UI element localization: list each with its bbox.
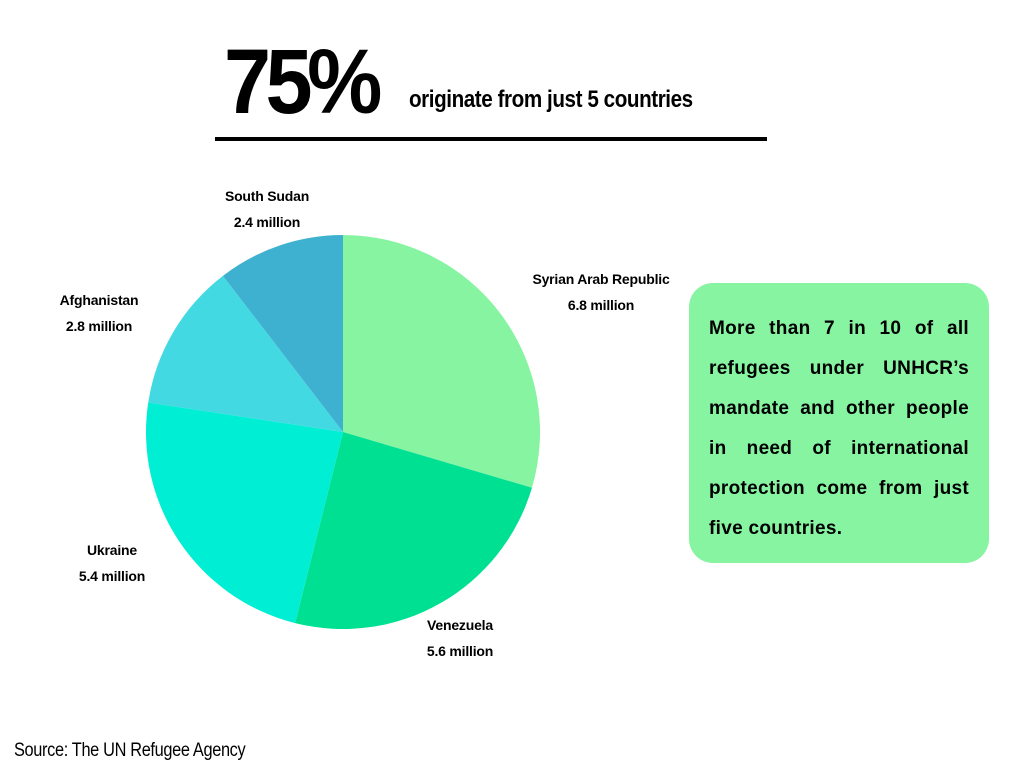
- pie-slice-venezuela: [295, 432, 532, 629]
- headline-text: originate from just 5 countries: [409, 86, 693, 113]
- pie-label-ukraine: Ukraine 5.4 million: [79, 537, 145, 589]
- pie-label-south-sudan-value: 2.4 million: [233, 214, 301, 230]
- pie-slice-ukraine: [146, 402, 343, 624]
- pie-slice-syria: [343, 235, 540, 488]
- pie-label-afghanistan: Afghanistan 2.8 million: [60, 287, 139, 339]
- pie-label-ukraine-value: 5.4 million: [78, 568, 146, 584]
- pie-label-afghanistan-value: 2.8 million: [65, 318, 133, 334]
- pie-label-syria-value: 6.8 million: [567, 297, 635, 313]
- pie-label-venezuela-value: 5.6 million: [426, 643, 494, 659]
- pie-label-venezuela: Venezuela 5.6 million: [427, 612, 493, 664]
- headline-percent: 75%: [224, 31, 382, 133]
- headline-divider: [215, 137, 767, 141]
- pie-label-syria-name: Syrian Arab Republic: [532, 271, 670, 287]
- source-note: Source: The UN Refugee Agency: [14, 740, 246, 761]
- pie-label-south-sudan-name: South Sudan: [224, 188, 310, 204]
- pie-label-afghanistan-name: Afghanistan: [59, 292, 139, 308]
- pie-label-south-sudan: South Sudan 2.4 million: [225, 183, 309, 235]
- pie-slice-afghanistan: [148, 275, 343, 432]
- pie-chart: [146, 235, 540, 629]
- callout-box: More than 7 in 10 of all refugees under …: [689, 283, 989, 563]
- callout-text: More than 7 in 10 of all refugees under …: [709, 318, 969, 539]
- pie-label-syria: Syrian Arab Republic 6.8 million: [532, 266, 669, 318]
- headline: 75% originate from just 5 countries: [224, 28, 693, 133]
- pie-slice-south-sudan: [222, 235, 343, 432]
- pie-label-venezuela-name: Venezuela: [427, 617, 493, 633]
- pie-label-ukraine-name: Ukraine: [87, 542, 137, 558]
